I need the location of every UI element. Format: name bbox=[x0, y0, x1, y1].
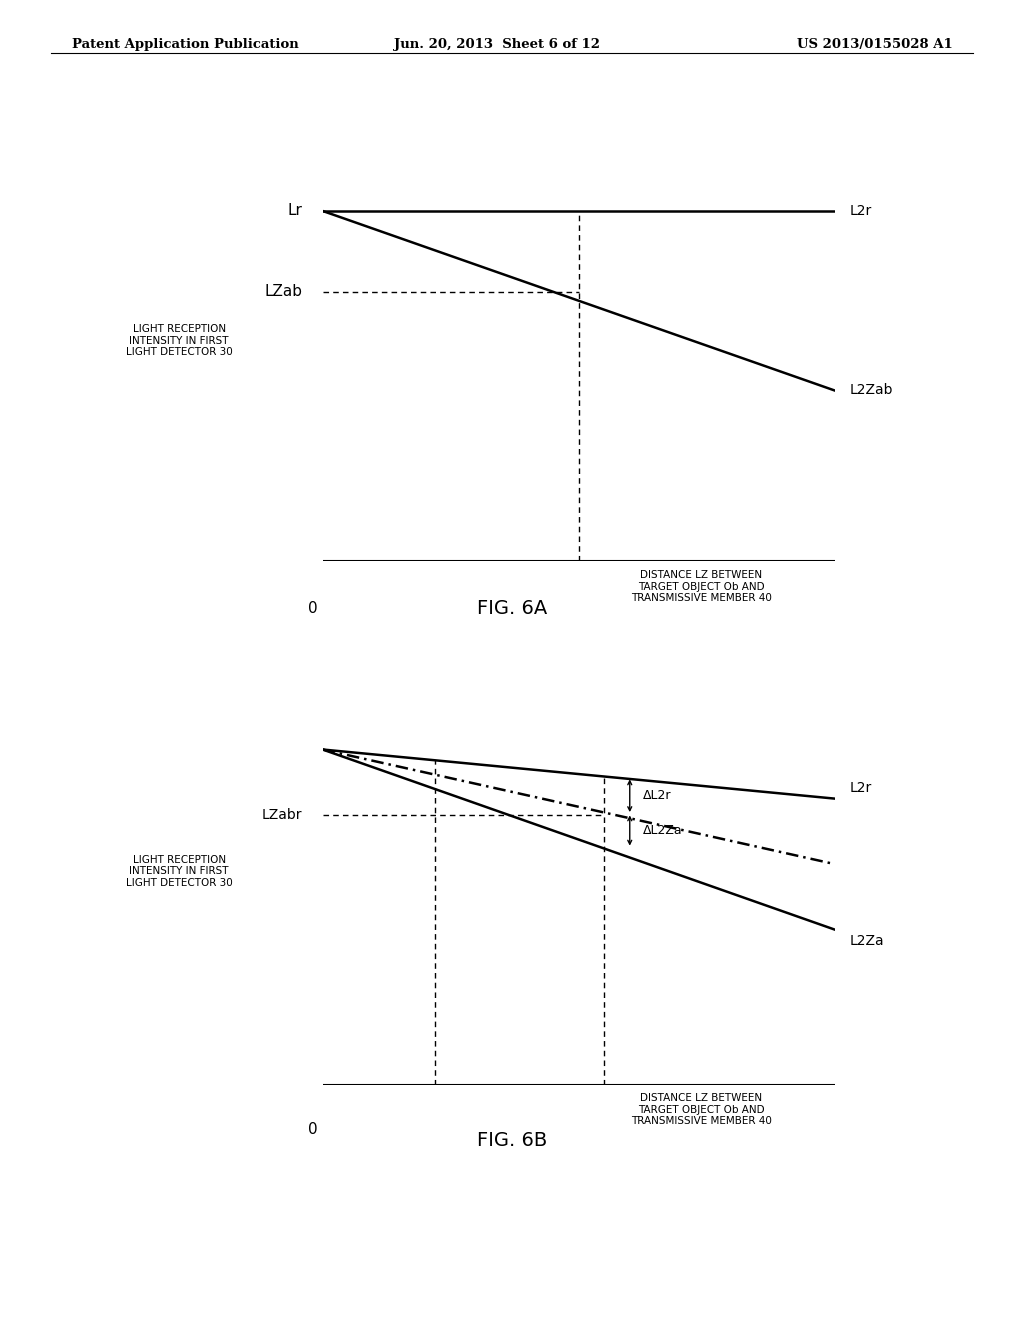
Text: ΔL2r: ΔL2r bbox=[643, 789, 671, 803]
Text: DISTANCE LZ BETWEEN
TARGET OBJECT Ob AND
TRANSMISSIVE MEMBER 40: DISTANCE LZ BETWEEN TARGET OBJECT Ob AND… bbox=[631, 570, 772, 603]
Text: LZabr: LZabr bbox=[261, 808, 302, 822]
Text: ΔL2Za: ΔL2Za bbox=[643, 824, 682, 837]
Text: L2r: L2r bbox=[850, 203, 872, 218]
Text: L2Za: L2Za bbox=[850, 933, 885, 948]
Text: FIG. 6B: FIG. 6B bbox=[477, 1131, 547, 1150]
Text: LIGHT RECEPTION
INTENSITY IN FIRST
LIGHT DETECTOR 30: LIGHT RECEPTION INTENSITY IN FIRST LIGHT… bbox=[126, 323, 232, 358]
Text: 0: 0 bbox=[307, 602, 317, 616]
Text: US 2013/0155028 A1: US 2013/0155028 A1 bbox=[797, 38, 952, 51]
Text: FIG. 6A: FIG. 6A bbox=[477, 599, 547, 618]
Text: DISTANCE LZ BETWEEN
TARGET OBJECT Ob AND
TRANSMISSIVE MEMBER 40: DISTANCE LZ BETWEEN TARGET OBJECT Ob AND… bbox=[631, 1093, 772, 1126]
Text: Patent Application Publication: Patent Application Publication bbox=[72, 38, 298, 51]
Text: L2r: L2r bbox=[850, 780, 872, 795]
Text: L2Zab: L2Zab bbox=[850, 383, 893, 397]
Text: Lr: Lr bbox=[287, 203, 302, 218]
Text: 0: 0 bbox=[307, 1122, 317, 1137]
Text: LZab: LZab bbox=[264, 284, 302, 300]
Text: LIGHT RECEPTION
INTENSITY IN FIRST
LIGHT DETECTOR 30: LIGHT RECEPTION INTENSITY IN FIRST LIGHT… bbox=[126, 854, 232, 888]
Text: Jun. 20, 2013  Sheet 6 of 12: Jun. 20, 2013 Sheet 6 of 12 bbox=[394, 38, 600, 51]
